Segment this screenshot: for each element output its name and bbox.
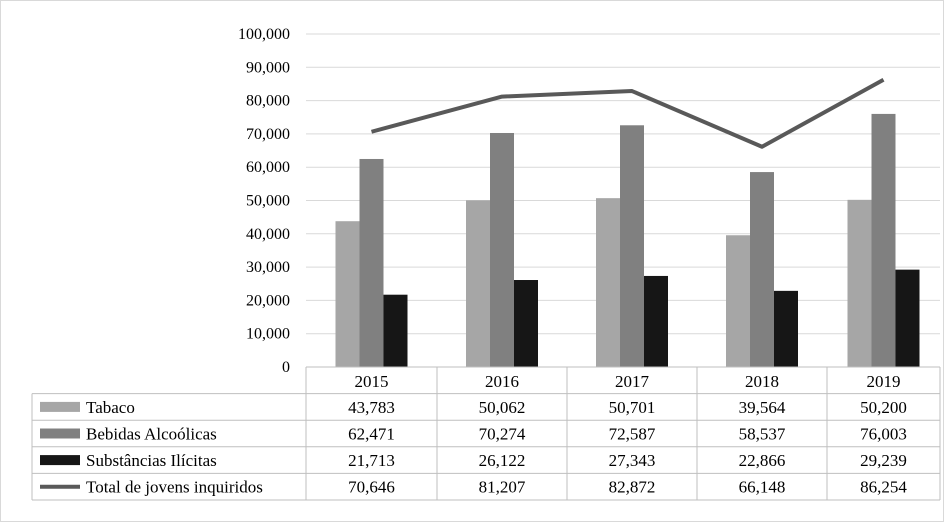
data-label: 70,646	[348, 478, 395, 497]
legend-swatch	[40, 428, 80, 439]
legend-swatch	[40, 401, 80, 412]
data-label: 43,783	[348, 398, 395, 417]
legend-label: Total de jovens inquiridos	[86, 478, 263, 497]
legend-label: Bebidas Alcoólicas	[86, 425, 217, 444]
bar-tabaco-2019	[847, 199, 872, 367]
x-tick-label: 2015	[355, 372, 389, 391]
y-tick-label: 90,000	[246, 59, 290, 76]
data-label: 21,713	[348, 451, 395, 470]
bars	[335, 113, 920, 368]
line-total-de-jovens-inquiridos	[370, 78, 885, 149]
bar-subst-ncias-il-citas-2017	[644, 275, 668, 367]
bar-subst-ncias-il-citas-2015	[383, 294, 408, 367]
y-tick-label: 80,000	[246, 93, 290, 110]
bar-bebidas-alco-licas-2016	[490, 132, 514, 367]
data-label: 50,701	[609, 398, 656, 417]
data-label: 70,274	[479, 425, 526, 444]
data-label: 86,254	[860, 478, 907, 497]
bar-tabaco-2018	[726, 235, 750, 367]
y-axis: 0 10,000 20,000 30,000 40,000 50,000 60,000 70,…	[238, 26, 290, 376]
y-tick-label: 10,000	[246, 326, 290, 343]
y-tick-label: 100,000	[238, 26, 290, 43]
data-label: 39,564	[739, 398, 786, 417]
y-tick-label: 70,000	[246, 126, 290, 143]
data-label: 27,343	[609, 451, 656, 470]
y-tick-label: 20,000	[246, 292, 290, 309]
bar-subst-ncias-il-citas-2019	[895, 269, 920, 367]
legend-swatch	[40, 455, 80, 466]
data-label: 58,537	[739, 425, 786, 444]
bar-bebidas-alco-licas-2019	[871, 113, 896, 368]
legend-label: Substâncias Ilícitas	[86, 451, 217, 470]
data-label: 81,207	[479, 478, 526, 497]
bar-tabaco-2016	[466, 200, 490, 367]
x-tick-label: 2018	[745, 372, 779, 391]
bar-bebidas-alco-licas-2017	[620, 125, 644, 367]
data-table: 2015 2016 2017 2018 2019 Tabaco 43,783 50,062 50…	[31, 366, 941, 501]
legend-label: Tabaco	[86, 398, 135, 417]
data-label: 26,122	[479, 451, 526, 470]
bar-subst-ncias-il-citas-2016	[514, 280, 538, 367]
data-label: 62,471	[348, 425, 395, 444]
y-tick-label: 40,000	[246, 226, 290, 243]
bar-bebidas-alco-licas-2015	[359, 158, 384, 367]
y-tick-label: 50,000	[246, 193, 290, 210]
bar-bebidas-alco-licas-2018	[750, 172, 774, 367]
data-label: 22,866	[739, 451, 786, 470]
gridlines	[306, 33, 940, 335]
y-tick-label: 0	[282, 359, 290, 376]
data-label: 50,062	[479, 398, 526, 417]
data-label: 66,148	[739, 478, 786, 497]
x-tick-label: 2019	[867, 372, 901, 391]
bar-tabaco-2015	[335, 221, 360, 367]
data-label: 82,872	[609, 478, 656, 497]
bar-tabaco-2017	[596, 198, 620, 367]
data-label: 29,239	[860, 451, 907, 470]
data-label: 72,587	[609, 425, 656, 444]
y-tick-label: 60,000	[246, 159, 290, 176]
data-label: 50,200	[860, 398, 907, 417]
x-tick-label: 2016	[485, 372, 519, 391]
total-line	[370, 78, 885, 149]
bar-subst-ncias-il-citas-2018	[774, 290, 798, 367]
x-tick-label: 2017	[615, 372, 650, 391]
data-label: 76,003	[860, 425, 907, 444]
y-tick-label: 30,000	[246, 259, 290, 276]
